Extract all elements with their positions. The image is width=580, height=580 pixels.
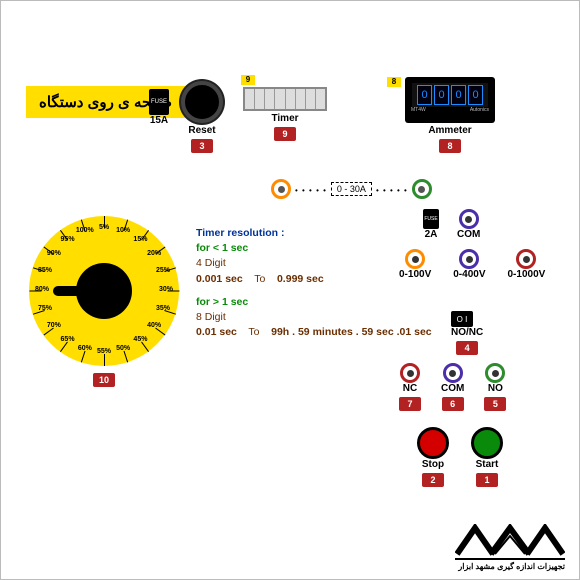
- info-l3: 0.001 sec To 0.999 sec: [196, 272, 432, 287]
- device-panel: صفحه ی روی دستگاه FUSE 15A Reset 3 9 Tim…: [0, 0, 580, 580]
- ammeter-brand-r: Autonics: [470, 107, 489, 113]
- dial-mark: 90%: [42, 250, 66, 257]
- com-jack-top: COM: [457, 209, 480, 240]
- jack-400v[interactable]: [459, 249, 479, 269]
- range-jack-right[interactable]: [412, 179, 432, 199]
- label-400v: 0-400V: [453, 269, 485, 280]
- dial-pointer: [53, 286, 81, 296]
- fuse-15a: FUSE 15A: [149, 89, 169, 126]
- nonc-group: O I NO/NC 4: [451, 311, 483, 356]
- jack-0-1000v: 0-1000V: [508, 249, 546, 280]
- nonc-label: NO/NC: [451, 327, 483, 338]
- nc-badge: 7: [399, 397, 421, 411]
- timer-badge: 9: [274, 127, 296, 141]
- range-group: 0 - 30A: [271, 179, 432, 199]
- reset-badge: 3: [191, 139, 213, 153]
- dial-mark: 100%: [73, 227, 97, 234]
- nc-jack-group: NC 7: [399, 363, 421, 412]
- start-group: Start 1: [471, 427, 503, 488]
- start-label: Start: [471, 459, 503, 470]
- nonc-switch[interactable]: O I: [451, 311, 473, 327]
- logo-icon: [455, 524, 565, 558]
- nonc-badge: 4: [456, 341, 478, 355]
- nc-label: NC: [399, 383, 421, 394]
- info-heading: Timer resolution :: [196, 226, 432, 241]
- timer-group: 9 Timer 9: [243, 75, 327, 142]
- ammeter-tag: 8: [387, 77, 401, 87]
- dial-mark: 65%: [56, 336, 80, 343]
- timer-display: [243, 87, 327, 111]
- ammeter-group: 0 0 0 0 MT4W Autonics Ammeter 8: [405, 77, 495, 154]
- range-label: 0 - 30A: [331, 182, 372, 196]
- dial-badge: 10: [93, 373, 115, 387]
- com-jack[interactable]: [459, 209, 479, 229]
- no-badge: 5: [484, 397, 506, 411]
- ammeter-label: Ammeter: [405, 125, 495, 136]
- stop-group: Stop 2: [417, 427, 449, 488]
- com-label: COM: [457, 229, 480, 240]
- stop-button[interactable]: [417, 427, 449, 459]
- dots-l: [295, 180, 327, 198]
- no-jack-group: NO 5: [484, 363, 506, 412]
- info-l5: 8 Digit: [196, 310, 432, 325]
- com-label-2: COM: [441, 383, 464, 394]
- timer-info: Timer resolution : for < 1 sec 4 Digit 0…: [196, 226, 432, 341]
- com-jack-group: COM 6: [441, 363, 464, 412]
- contact-jacks: NC 7 COM 6 NO 5: [399, 363, 506, 412]
- range-jack-left[interactable]: [271, 179, 291, 199]
- stop-badge: 2: [422, 473, 444, 487]
- timer-label: Timer: [243, 113, 327, 124]
- dial-mark: 70%: [42, 322, 66, 329]
- timer-tag: 9: [241, 75, 255, 85]
- fuse-icon: FUSE: [149, 89, 169, 115]
- info-l1: for < 1 sec: [196, 241, 432, 256]
- dial-group: 5%10%15%20%25%30%35%40%45%50%55%60%65%70…: [29, 216, 179, 388]
- jack-1000v[interactable]: [516, 249, 536, 269]
- reset-label: Reset: [181, 125, 223, 136]
- info-l6: 0.01 sec To 99h . 59 minutes . 59 sec .0…: [196, 325, 432, 340]
- reset-button[interactable]: [181, 81, 223, 123]
- info-l2: 4 Digit: [196, 256, 432, 271]
- dial-mark: 75%: [33, 305, 57, 312]
- fuse-15a-label: 15A: [149, 115, 169, 126]
- dial-mark: 60%: [73, 345, 97, 352]
- pushbuttons: Stop 2 Start 1: [417, 427, 503, 488]
- dial-knob[interactable]: [76, 263, 132, 319]
- com-badge: 6: [442, 397, 464, 411]
- no-jack[interactable]: [485, 363, 505, 383]
- logo: تجهیزات اندازه گیری مشهد ابزار: [455, 524, 565, 571]
- dots-r: [376, 180, 408, 198]
- ammeter-display: 0 0 0 0: [412, 83, 488, 107]
- start-badge: 1: [476, 473, 498, 487]
- dial-mark: 30%: [154, 286, 178, 293]
- dial-mark: 85%: [33, 267, 57, 274]
- start-button[interactable]: [471, 427, 503, 459]
- no-label: NO: [484, 383, 506, 394]
- reset-group: Reset 3: [181, 81, 223, 154]
- label-1000v: 0-1000V: [508, 269, 546, 280]
- ammeter-brand-l: MT4W: [411, 107, 426, 113]
- ammeter-badge: 8: [439, 139, 461, 153]
- dial-mark: 80%: [30, 286, 54, 293]
- nc-jack[interactable]: [400, 363, 420, 383]
- ammeter-tag-wrap: 8: [387, 77, 401, 87]
- jack-0-400v: 0-400V: [453, 249, 485, 280]
- com-jack-2[interactable]: [443, 363, 463, 383]
- ammeter-box: 0 0 0 0 MT4W Autonics: [405, 77, 495, 123]
- dial-mark: 95%: [56, 236, 80, 243]
- stop-label: Stop: [417, 459, 449, 470]
- logo-text: تجهیزات اندازه گیری مشهد ابزار: [455, 558, 565, 571]
- info-l4: for > 1 sec: [196, 295, 432, 310]
